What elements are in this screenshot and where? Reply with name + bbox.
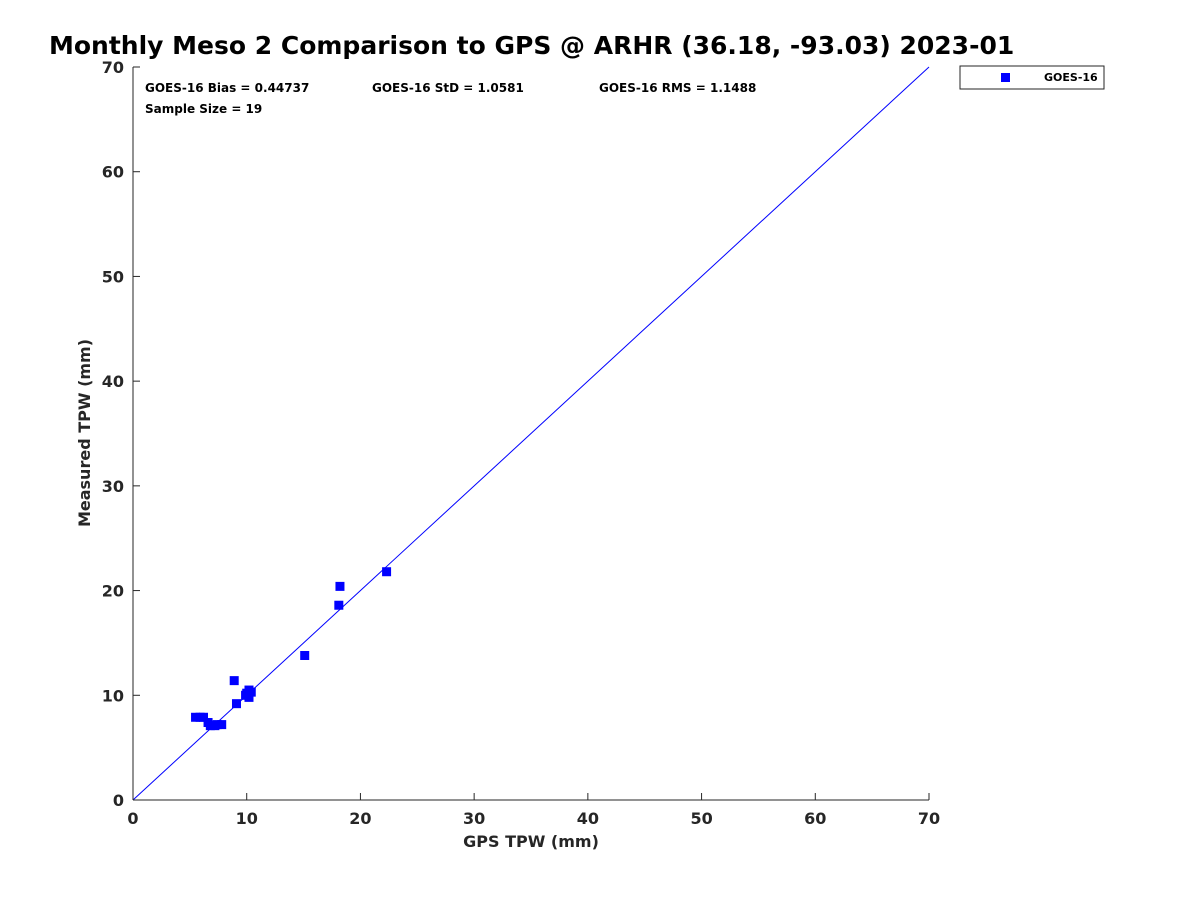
x-tick-label: 30 (463, 809, 485, 828)
legend-box (959, 65, 1105, 90)
y-tick-label: 70 (102, 58, 124, 77)
x-tick-label: 60 (804, 809, 826, 828)
x-tick-label: 40 (577, 809, 599, 828)
x-tick-label: 20 (349, 809, 371, 828)
data-point (334, 600, 344, 610)
y-tick-label: 20 (102, 582, 124, 601)
rms-stat: GOES-16 RMS = 1.1488 (599, 81, 756, 95)
reference-line (132, 66, 930, 801)
data-point (191, 712, 201, 722)
x-axis-ticks: 0 10 20 30 40 50 60 70 (127, 793, 940, 828)
x-axis-label: GPS TPW (mm) (463, 832, 599, 851)
data-point (212, 720, 222, 730)
data-point (335, 581, 345, 591)
y-tick-label: 0 (113, 791, 124, 810)
data-point (246, 687, 256, 697)
chart-title: Monthly Meso 2 Comparison to GPS @ ARHR … (49, 31, 1014, 60)
std-stat: GOES-16 StD = 1.0581 (372, 81, 524, 95)
sample-size-stat: Sample Size = 19 (145, 102, 262, 116)
stats-annotations: GOES-16 Bias = 0.44737 GOES-16 StD = 1.0… (145, 81, 756, 116)
x-tick-label: 70 (918, 809, 940, 828)
data-points (191, 567, 392, 731)
x-tick-label: 50 (690, 809, 712, 828)
data-point (382, 567, 392, 577)
data-point (229, 676, 239, 686)
y-axis-ticks: 0 10 20 30 40 50 60 70 (102, 58, 140, 810)
data-point (231, 699, 241, 709)
legend-marker (1001, 73, 1010, 82)
y-axis-label: Measured TPW (mm) (75, 339, 94, 527)
y-tick-label: 40 (102, 372, 124, 391)
legend: GOES-16 (959, 65, 1105, 90)
data-point (300, 650, 310, 660)
data-point (199, 712, 209, 722)
plot-area: 0 10 20 30 40 50 60 70 0 10 20 30 40 50 60 70 (102, 58, 940, 828)
y-tick-label: 10 (102, 686, 124, 705)
data-point (217, 720, 227, 730)
x-tick-label: 0 (127, 809, 138, 828)
x-tick-label: 10 (236, 809, 258, 828)
y-tick-label: 30 (102, 477, 124, 496)
y-tick-label: 50 (102, 267, 124, 286)
bias-stat: GOES-16 Bias = 0.44737 (145, 81, 309, 95)
data-point (242, 688, 252, 698)
y-tick-label: 60 (102, 163, 124, 182)
legend-label: GOES-16 (1044, 71, 1098, 84)
data-point (205, 721, 215, 731)
